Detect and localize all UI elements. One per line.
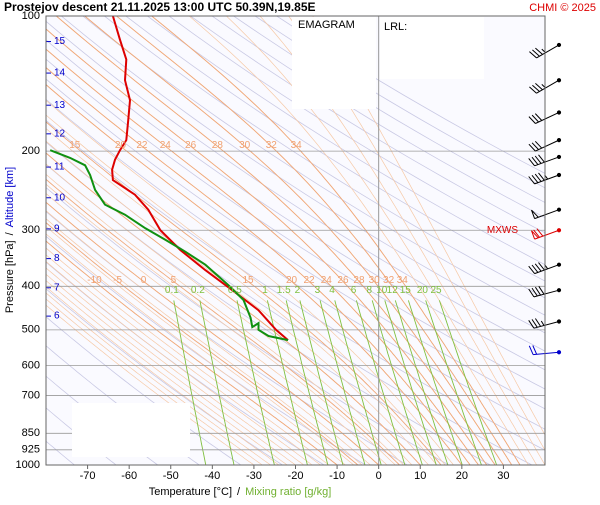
y-tick-label: 400 xyxy=(22,280,40,292)
y-label: Pressure [hPa] xyxy=(4,240,16,313)
altitude-label: 13 xyxy=(54,100,66,111)
x-tick-label: -20 xyxy=(288,470,304,482)
x-label-2: Mixing ratio [g/kg] xyxy=(245,486,331,498)
x-tick-label: 30 xyxy=(497,470,509,482)
altitude-label: 15 xyxy=(54,36,66,47)
wind-station xyxy=(557,155,560,158)
chart-title: Prostejov descent 21.11.2025 13:00 UTC 5… xyxy=(4,0,316,14)
moist-adiabat-label: 15 xyxy=(242,275,254,286)
x-tick-label: 10 xyxy=(414,470,426,482)
y-axis-label: Pressure [hPa] / Altitude [km] xyxy=(4,167,16,313)
altitude-label: 11 xyxy=(54,162,65,173)
x-tick-label: 0 xyxy=(376,470,382,482)
moist-adiabat-label: 20 xyxy=(115,140,127,151)
mixing-ratio-label: 12 xyxy=(387,285,399,296)
x-tick-label: -10 xyxy=(329,470,345,482)
mixing-ratio-label: 0.2 xyxy=(191,285,205,296)
moist-adiabat-label: 34 xyxy=(291,140,303,151)
x-tick-label: -30 xyxy=(246,470,262,482)
mixing-ratio-label: 2 xyxy=(295,285,301,296)
altitude-label: 10 xyxy=(54,192,66,203)
wind-station xyxy=(557,289,560,292)
moist-adiabat-label: 24 xyxy=(160,140,172,151)
wind-station xyxy=(557,320,560,323)
x-label: Temperature [°C] xyxy=(149,486,232,498)
wind-station xyxy=(557,351,560,354)
mixing-ratio-label: 8 xyxy=(367,285,373,296)
wind-station xyxy=(557,139,560,142)
mixing-ratio-label: 4 xyxy=(329,285,335,296)
altitude-label: 7 xyxy=(54,282,60,293)
moist-adiabat-label: -10 xyxy=(87,275,102,286)
altitude-label: 8 xyxy=(54,253,60,264)
moist-adiabat-label: 22 xyxy=(304,275,316,286)
moist-adiabat-label: 0 xyxy=(141,275,147,286)
mixing-ratio-label: 0.5 xyxy=(228,285,242,296)
y-tick-label: 850 xyxy=(22,427,40,439)
x-tick-label: 20 xyxy=(456,470,468,482)
wind-station xyxy=(557,208,560,211)
legend-title: EMAGRAM xyxy=(298,19,355,31)
y-tick-label: 200 xyxy=(22,145,40,157)
moist-adiabat-label: -5 xyxy=(113,275,122,286)
wind-station xyxy=(557,263,560,266)
wind-max-label: MXWS xyxy=(487,225,518,236)
y-label-sep: / xyxy=(4,231,16,235)
mixing-ratio-label: 6 xyxy=(351,285,357,296)
y-tick-label: 500 xyxy=(22,324,40,336)
altitude-label: 12 xyxy=(54,128,66,139)
x-tick-label: -50 xyxy=(163,470,179,482)
y-tick-label: 925 xyxy=(22,444,40,456)
wind-station xyxy=(557,79,560,82)
credit: CHMI © 2025 xyxy=(529,2,596,14)
moist-adiabat-label: 32 xyxy=(266,140,278,151)
moist-adiabat-label: 26 xyxy=(337,275,349,286)
x-tick-label: -70 xyxy=(80,470,96,482)
wind-station xyxy=(557,111,560,114)
table-box xyxy=(72,403,190,457)
y-label-2: Altitude [km] xyxy=(4,167,16,228)
y-tick-label: 700 xyxy=(22,389,40,401)
x-tick-label: -60 xyxy=(121,470,137,482)
wind-station xyxy=(557,43,560,46)
y-tick-label: 600 xyxy=(22,359,40,371)
mixing-ratio-label: 3 xyxy=(315,285,321,296)
mixing-ratio-label: 1 xyxy=(262,285,268,296)
mixing-ratio-label: 20 xyxy=(417,285,429,296)
wind-station xyxy=(557,173,560,176)
lrl-title: LRL: xyxy=(384,21,407,33)
altitude-label: 14 xyxy=(54,68,66,79)
mixing-ratio-label: 1.5 xyxy=(277,285,291,296)
wind-station xyxy=(557,229,560,232)
altitude-label: 6 xyxy=(54,311,60,322)
moist-adiabat-label: 26 xyxy=(185,140,197,151)
x-axis-label: Temperature [°C] / Mixing ratio [g/kg] xyxy=(149,486,332,498)
y-tick-label: 1000 xyxy=(16,459,40,471)
altitude-label: 9 xyxy=(54,224,60,235)
mixing-ratio-label: 0.1 xyxy=(165,285,179,296)
x-label-sep: / xyxy=(237,486,241,498)
moist-adiabat-label: 15 xyxy=(69,140,81,151)
moist-adiabat-label: 22 xyxy=(136,140,148,151)
y-tick-label: 300 xyxy=(22,224,40,236)
x-tick-label: -40 xyxy=(204,470,220,482)
mixing-ratio-label: 15 xyxy=(400,285,412,296)
moist-adiabat-label: 30 xyxy=(239,140,251,151)
mixing-ratio-label: 25 xyxy=(430,285,442,296)
moist-adiabat-label: 28 xyxy=(212,140,224,151)
